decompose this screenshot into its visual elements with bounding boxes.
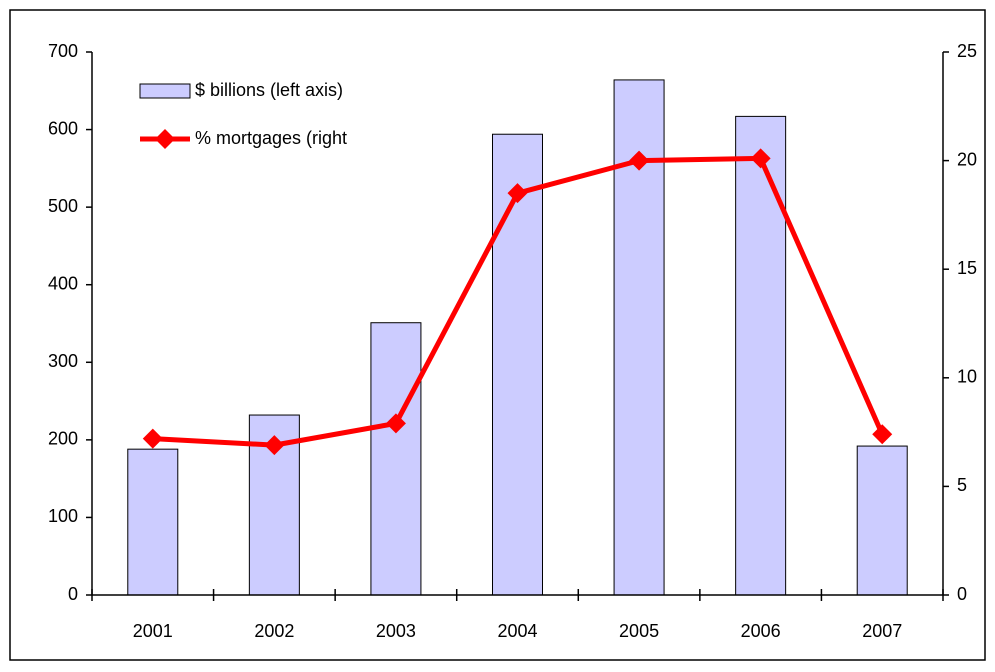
y2-tick-label: 10 xyxy=(957,367,977,387)
line-marker xyxy=(507,183,528,204)
x-tick-label: 2005 xyxy=(619,621,659,641)
x-tick-label: 2003 xyxy=(376,621,416,641)
bar xyxy=(735,115,787,596)
legend-label: $ billions (left axis) xyxy=(195,80,343,100)
y-tick-label: 200 xyxy=(48,429,78,449)
y2-tick-label: 25 xyxy=(957,41,977,61)
bar xyxy=(127,448,179,596)
x-tick-label: 2007 xyxy=(862,621,902,641)
legend-marker xyxy=(155,129,175,149)
x-tick-label: 2004 xyxy=(497,621,537,641)
y2-tick-label: 0 xyxy=(957,584,967,604)
y-tick-label: 0 xyxy=(68,584,78,604)
line-marker xyxy=(750,148,771,169)
bar xyxy=(856,445,908,596)
line-marker xyxy=(872,424,893,445)
x-tick-label: 2001 xyxy=(133,621,173,641)
y-tick-label: 400 xyxy=(48,273,78,293)
y2-tick-label: 15 xyxy=(957,258,977,278)
line-marker xyxy=(629,150,650,171)
y-tick-label: 600 xyxy=(48,118,78,138)
legend-label: % mortgages (right xyxy=(195,128,347,148)
bar xyxy=(370,322,422,596)
legend-swatch xyxy=(139,83,191,99)
y-tick-label: 300 xyxy=(48,351,78,371)
y-tick-label: 100 xyxy=(48,506,78,526)
x-tick-label: 2002 xyxy=(254,621,294,641)
y-tick-label: 500 xyxy=(48,196,78,216)
bar xyxy=(492,133,543,596)
y2-tick-label: 5 xyxy=(957,475,967,495)
line-marker xyxy=(142,428,163,449)
x-tick-label: 2006 xyxy=(741,621,781,641)
line-marker xyxy=(385,413,406,434)
y-tick-label: 700 xyxy=(48,41,78,61)
line-marker xyxy=(264,435,285,456)
y2-tick-label: 20 xyxy=(957,149,977,169)
